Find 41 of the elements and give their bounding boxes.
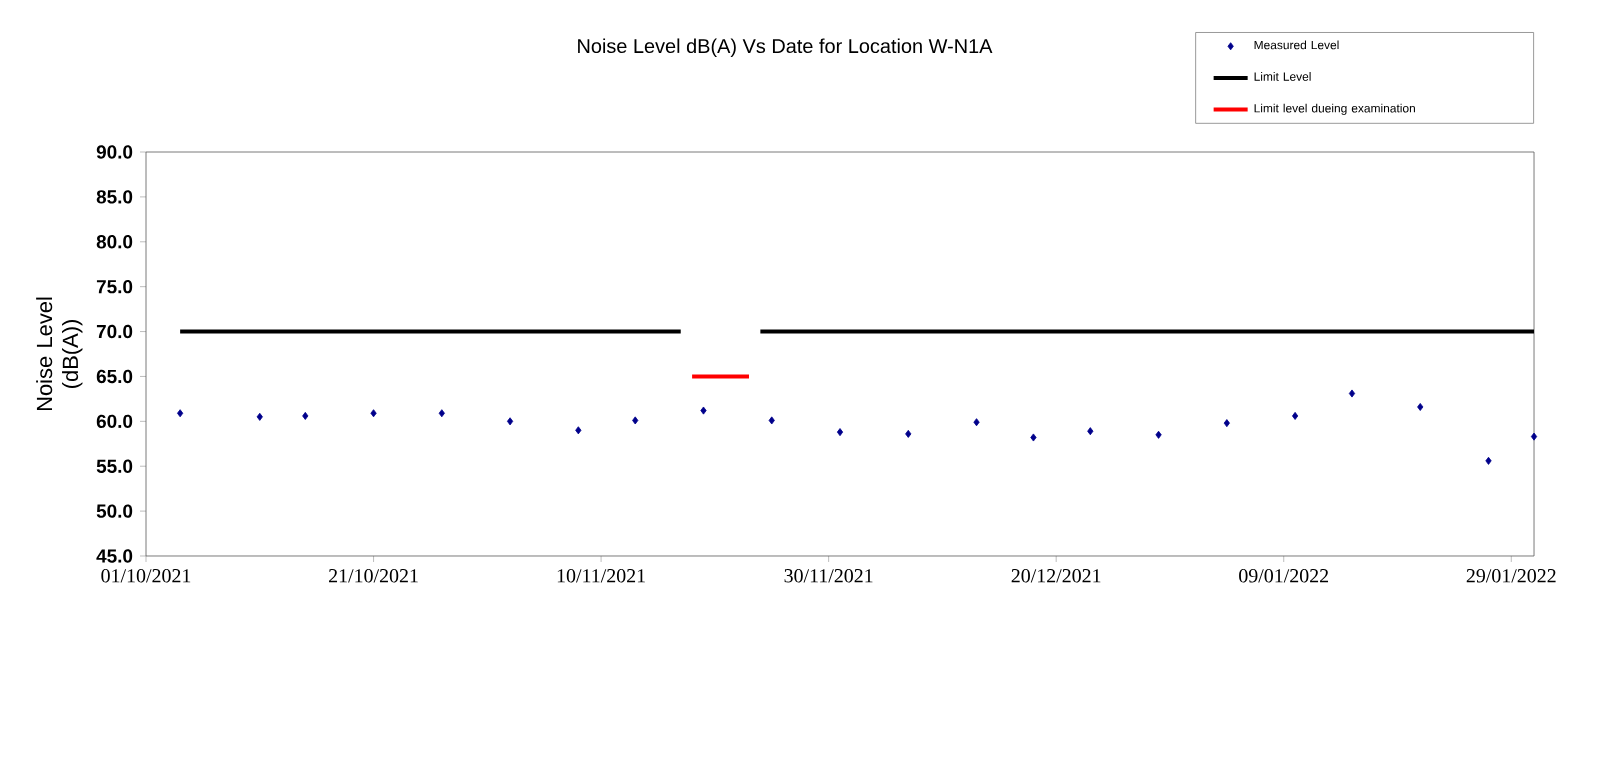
- point: [1530, 432, 1538, 441]
- x-tick-label: 20/12/2021: [1011, 569, 1101, 583]
- chart-title: Noise Level dB(A) Vs Date for Location W-N1A: [578, 38, 993, 58]
- point: [973, 418, 980, 427]
- x-tick-label: 29/01/2022: [1466, 569, 1556, 583]
- y-tick-label: 60.0: [96, 414, 133, 429]
- y-tick-label: 75.0: [96, 279, 133, 294]
- point: [1087, 427, 1094, 436]
- y-tick-label: 45.0: [96, 549, 133, 563]
- y-tick-label: 50.0: [96, 504, 133, 518]
- point: [438, 409, 445, 418]
- point: [302, 411, 309, 420]
- x-tick-label: 01/10/2021: [101, 569, 191, 583]
- y-tick-label: 85.0: [96, 190, 133, 204]
- y-tick-label: 70.0: [96, 324, 133, 339]
- y-tick-label: 55.0: [96, 459, 133, 473]
- point: [1030, 433, 1037, 442]
- point: [905, 429, 912, 438]
- point: [256, 412, 263, 421]
- point: [1485, 456, 1492, 465]
- point: [506, 417, 514, 426]
- y-tick-label: 90.0: [96, 145, 133, 159]
- point: [370, 409, 377, 418]
- y-tick-label: 65.0: [96, 369, 133, 384]
- point: [1223, 419, 1230, 428]
- point: [700, 406, 707, 415]
- point: [768, 416, 775, 425]
- x-tick-label: 30/11/2021: [784, 569, 873, 583]
- point: [632, 416, 639, 425]
- point: [836, 428, 844, 437]
- point: [1292, 411, 1299, 420]
- point: [1155, 430, 1162, 439]
- x-tick-label: 09/01/2022: [1239, 569, 1329, 583]
- point: [1348, 389, 1356, 398]
- point: [1417, 402, 1424, 411]
- x-tick-label: 21/10/2021: [329, 569, 418, 583]
- y-axis-title: Noise Level (dB(A)): [36, 297, 83, 411]
- point: [575, 426, 582, 435]
- x-tick-label: 10/11/2021: [557, 569, 645, 583]
- point: [177, 409, 184, 418]
- y-tick-label: 80.0: [96, 235, 133, 249]
